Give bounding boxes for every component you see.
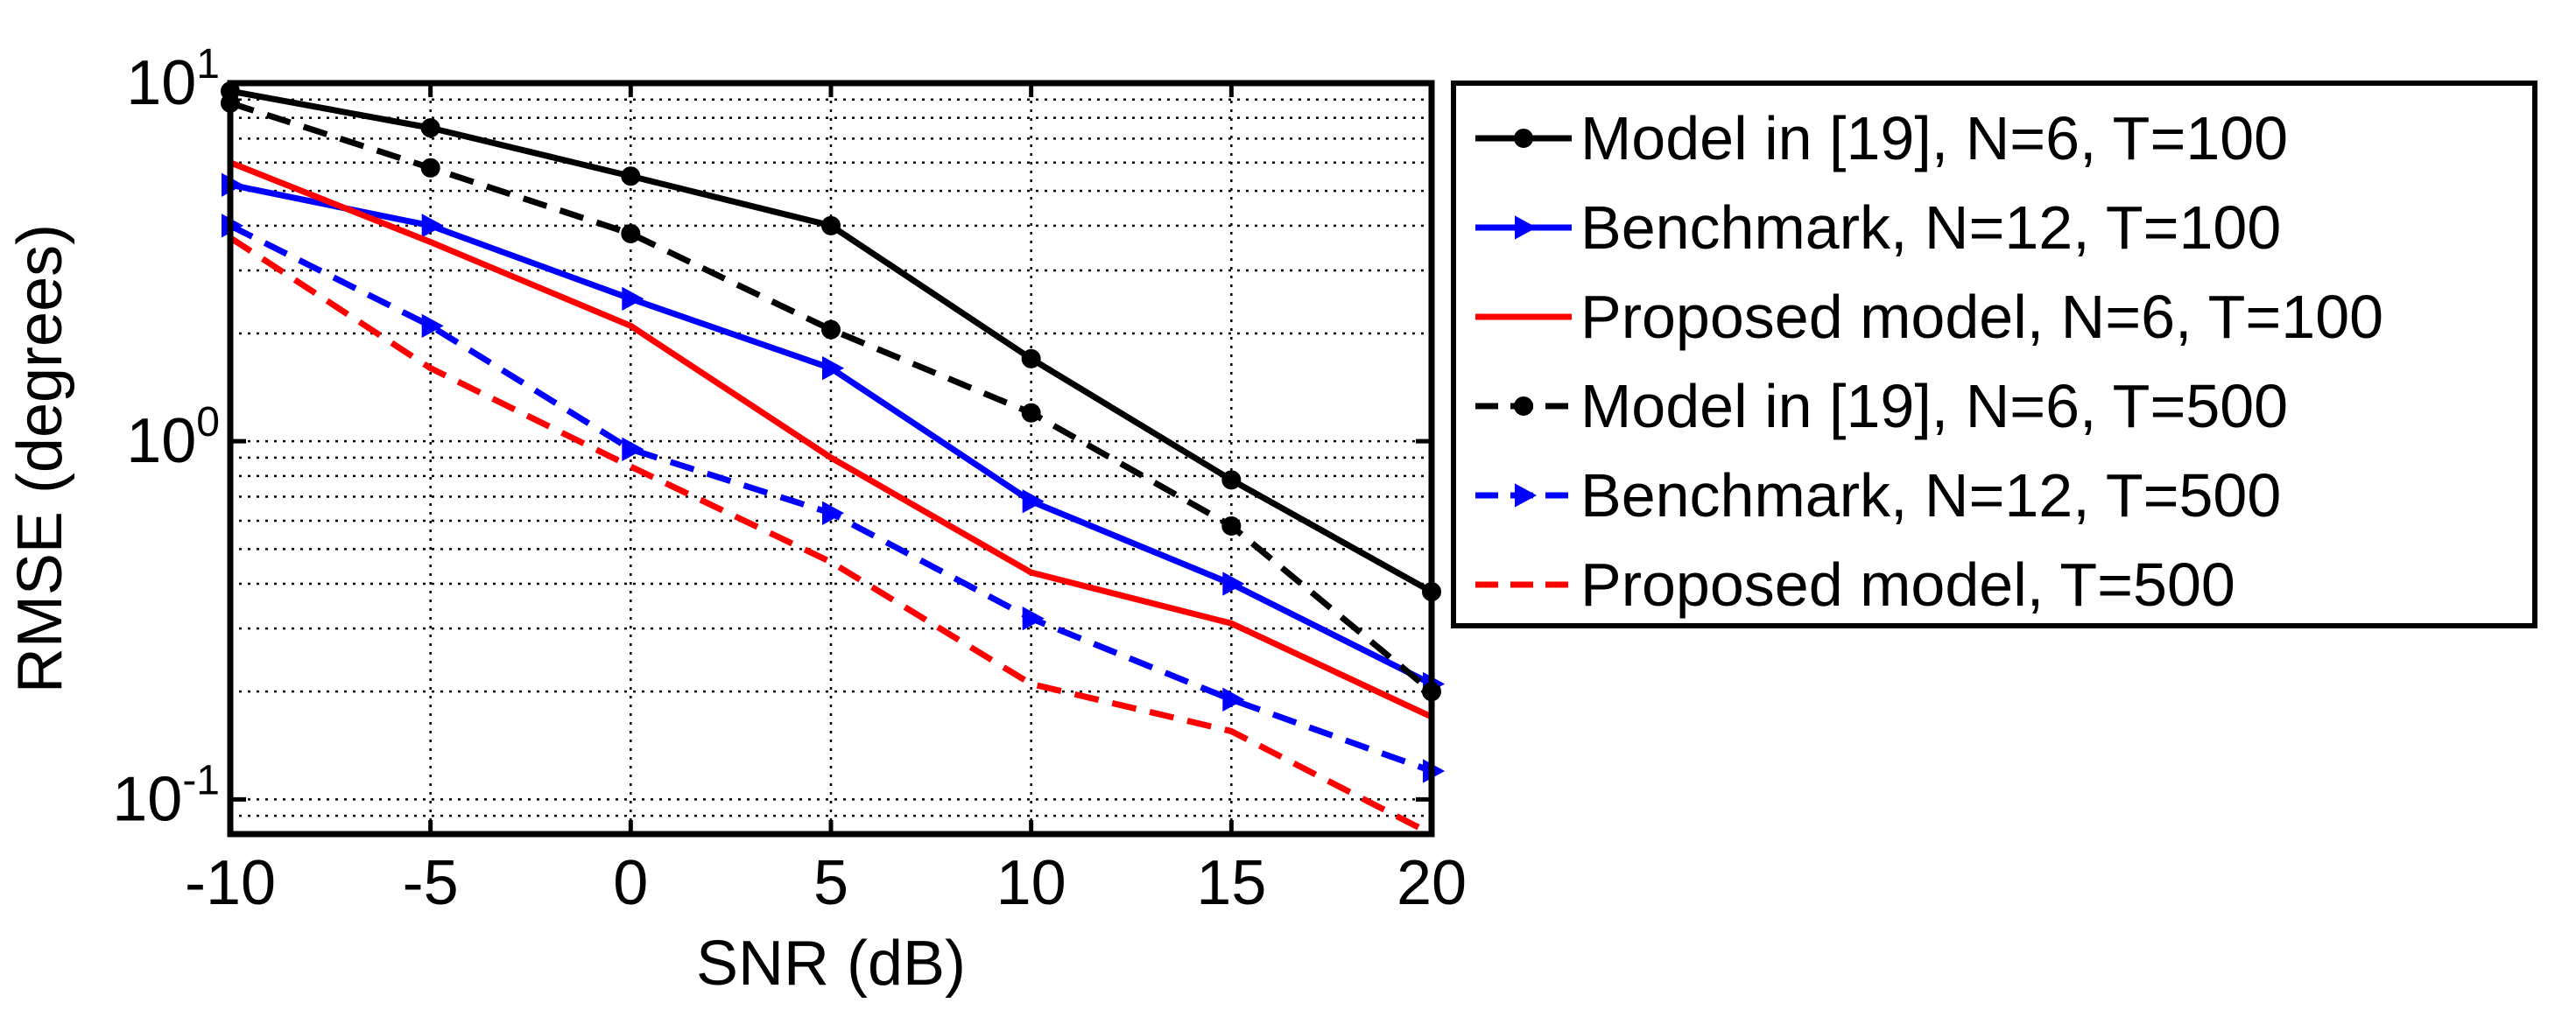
x-tick-labels: -10 -5 0 5 10 15 20 [185,83,1467,918]
data-point [1222,572,1245,596]
legend-label: Model in [19], N=6, T=100 [1580,104,2288,172]
data-point [1022,489,1045,514]
data-point [822,501,845,525]
x-tick-label: 15 [1196,848,1266,918]
data-point [421,214,444,238]
legend-entry: Proposed model, N=6, T=100 [1475,283,2383,351]
legend-label: Proposed model, T=500 [1580,551,2235,619]
x-tick-label: 5 [813,848,848,918]
data-point [1221,470,1242,490]
data-point [1021,403,1041,423]
legend-label: Benchmark, N=12, T=100 [1580,193,2281,262]
data-point [822,355,845,381]
data-point [1022,606,1045,631]
legend-entry: Model in [19], N=6, T=100 [1475,104,2288,172]
y-tick-label: 100 [126,399,220,476]
data-point [1021,348,1041,368]
series-2 [222,172,1446,697]
x-tick-label: 0 [613,848,648,918]
legend-entry: Model in [19], N=6, T=500 [1475,372,2288,440]
series-line [229,100,1434,694]
data-point [420,118,440,138]
data-point [1221,516,1242,536]
legend-marker [1515,215,1538,240]
legend-marker [1514,396,1533,416]
x-tick-label: -5 [403,848,459,918]
data-point [621,223,641,243]
legend-entry: Benchmark, N=12, T=100 [1475,193,2281,262]
series-6 [229,235,1433,838]
legend-label: Model in [19], N=6, T=500 [1580,372,2288,440]
x-tick-label: 20 [1397,848,1467,918]
legend-entry: Proposed model, T=500 [1475,551,2235,619]
grid [230,83,1432,834]
data-point [621,166,641,186]
data-point [821,319,841,340]
data-point [622,286,644,312]
y-axis-label: RMSE (degrees) [5,224,75,693]
series-line [229,159,1433,720]
data-point [420,158,440,178]
x-tick-label: -10 [185,848,276,918]
data-point [1222,687,1245,712]
series-lines [221,81,1446,838]
legend-marker [1515,483,1538,508]
legend-label: Benchmark, N=12, T=500 [1580,461,2281,530]
legend-entry: Benchmark, N=12, T=500 [1475,461,2281,530]
series-line [229,235,1433,838]
y-tick-labels: 10-1 100 101 [112,41,1432,834]
series-3 [229,159,1433,720]
legend-box [1451,81,2537,628]
x-axis-label: SNR (dB) [696,929,966,999]
x-tick-label: 10 [996,848,1066,918]
y-tick-label: 10-1 [112,757,220,834]
legend-marker [1514,129,1533,148]
data-point [622,437,644,461]
data-point [821,215,841,235]
data-point [421,313,444,339]
legend: Model in [19], N=6, T=100 Benchmark, N=12… [1475,104,2383,619]
legend-label: Proposed model, N=6, T=100 [1580,283,2383,351]
y-tick-label: 101 [126,41,220,118]
